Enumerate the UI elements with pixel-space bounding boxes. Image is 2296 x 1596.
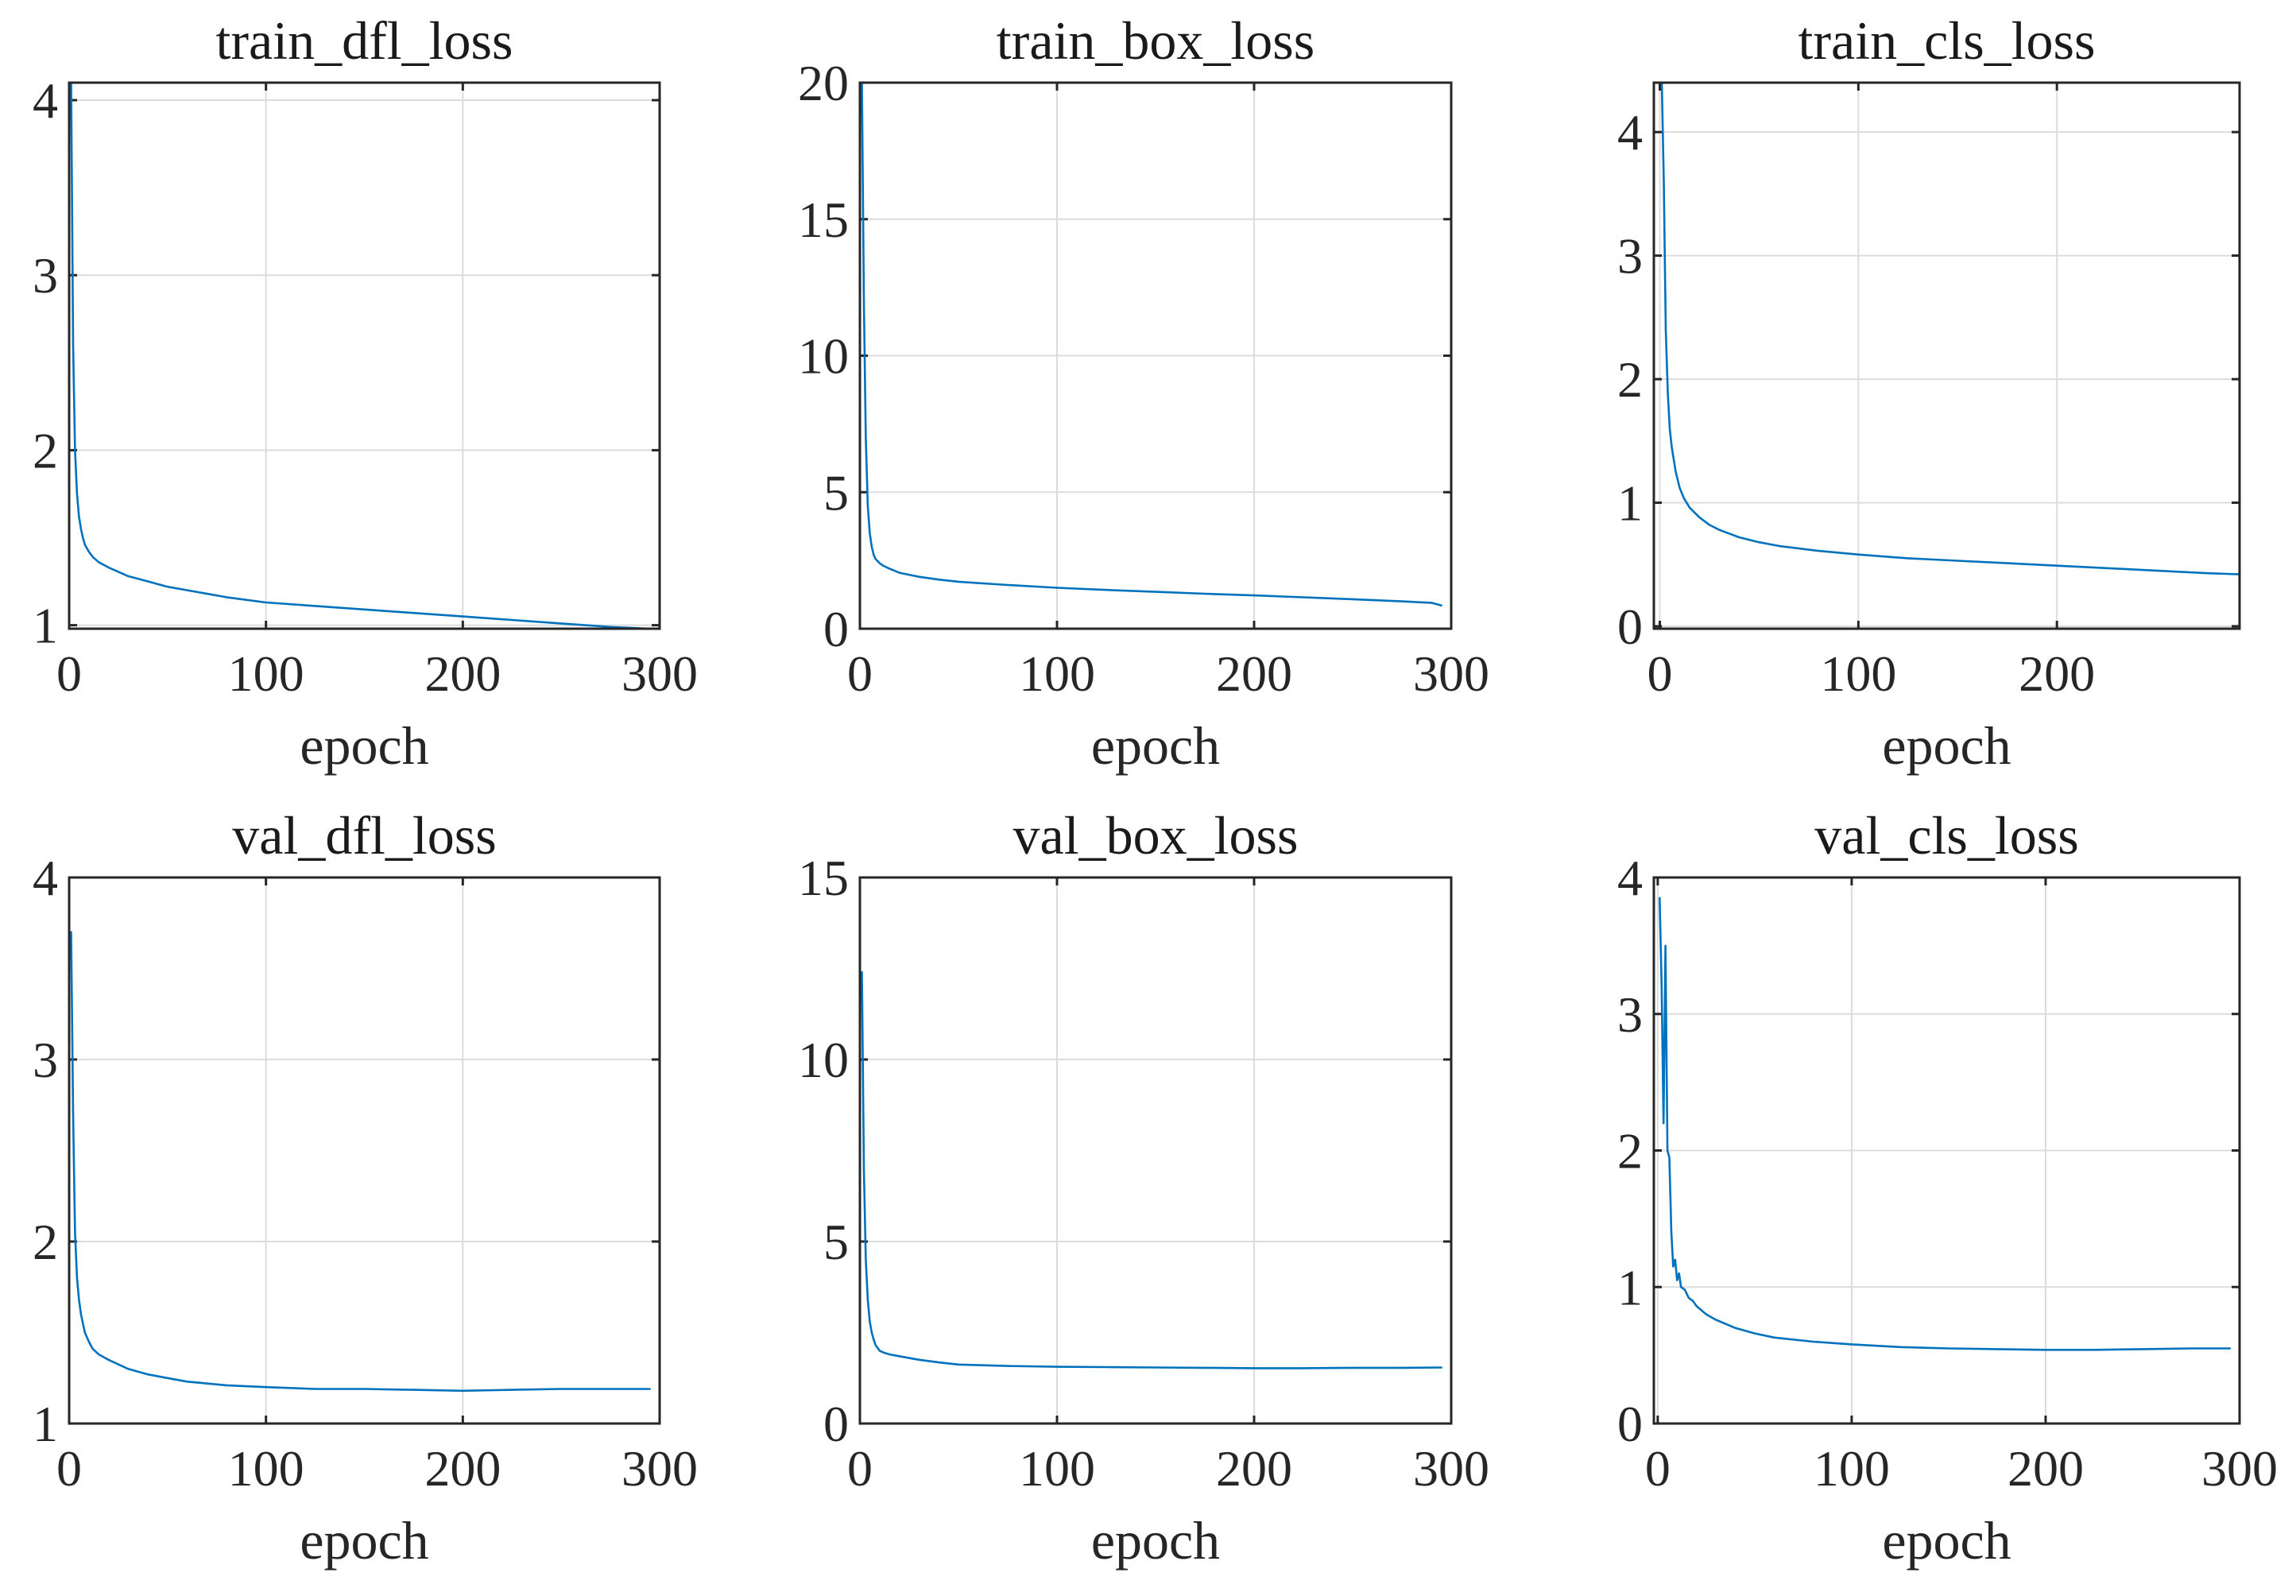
x-axis-label: epoch	[1091, 1510, 1220, 1571]
y-tick-label: 3	[1617, 228, 1643, 285]
x-axis-label: epoch	[1091, 715, 1220, 776]
y-tick-label: 4	[33, 72, 58, 129]
x-tick-label: 200	[1216, 645, 1292, 702]
y-tick-label: 5	[823, 1214, 849, 1270]
y-tick-label: 2	[1617, 1123, 1643, 1180]
axes-frame	[1652, 876, 2241, 1425]
x-tick-label: 0	[56, 1440, 82, 1497]
y-tick-label: 15	[798, 192, 849, 248]
x-axis-label: epoch	[1882, 1510, 2011, 1571]
x-tick-label: 200	[1216, 1440, 1292, 1497]
series-line-val_cls_loss	[1659, 897, 2232, 1351]
x-tick-label: 0	[1645, 1440, 1671, 1497]
x-tick-label: 300	[2201, 1440, 2278, 1497]
y-tick-label: 10	[798, 328, 849, 385]
x-tick-label: 100	[228, 1440, 304, 1497]
subplot-train_box_loss: train_box_loss 0 100 200 300 0 5 10 15 20 epoch	[798, 10, 1489, 776]
series-line-val_dfl_loss	[70, 931, 651, 1393]
x-tick-label: 200	[424, 645, 501, 702]
x-tick-label: 300	[1413, 645, 1489, 702]
y-tick-label: 1	[1617, 1259, 1643, 1315]
x-tick-label: 200	[2019, 645, 2095, 702]
series-line-train_cls_loss	[1660, 81, 2241, 575]
x-tick-label: 0	[56, 645, 82, 702]
subplot-title: train_box_loss	[997, 10, 1314, 71]
axes-frame	[68, 81, 661, 630]
y-tick-label: 1	[33, 1396, 58, 1452]
y-tick-label: 2	[1617, 351, 1643, 408]
axes-frame	[858, 876, 1453, 1425]
y-tick-label: 3	[1617, 986, 1643, 1043]
x-tick-label: 0	[1647, 645, 1672, 702]
y-tick-label: 2	[33, 1214, 58, 1270]
y-tick-label: 1	[33, 598, 58, 654]
x-axis-label: epoch	[1882, 715, 2011, 776]
x-tick-label: 300	[1413, 1440, 1489, 1497]
x-tick-label: 100	[1019, 1440, 1095, 1497]
y-tick-label: 3	[33, 1032, 58, 1088]
axes-frame	[858, 81, 1453, 630]
subplot-val_dfl_loss: val_dfl_loss 0 100 200 300 1 2 3 4 epoch	[33, 805, 698, 1571]
y-tick-label: 15	[798, 850, 849, 906]
x-tick-label: 0	[847, 1440, 873, 1497]
x-tick-label: 100	[1820, 645, 1896, 702]
y-tick-label: 0	[823, 601, 849, 657]
x-tick-label: 300	[621, 1440, 698, 1497]
y-tick-label: 10	[798, 1032, 849, 1088]
x-axis-label: epoch	[300, 1510, 428, 1571]
subplot-val_box_loss: val_box_loss 0 100 200 300 0 5 10 15 epoch	[798, 805, 1489, 1571]
y-tick-label: 4	[1617, 104, 1643, 161]
subplot-train_cls_loss: train_cls_loss 0 100 200 0 1 2 3 4 epoch	[1617, 10, 2241, 776]
subplot-title: train_cls_loss	[1798, 10, 2096, 71]
y-tick-label: 0	[1617, 1396, 1643, 1452]
y-tick-label: 2	[33, 422, 58, 478]
x-axis-label: epoch	[300, 715, 428, 776]
x-tick-label: 100	[228, 645, 304, 702]
y-tick-label: 20	[798, 55, 849, 111]
y-tick-label: 4	[33, 850, 58, 906]
y-tick-label: 0	[823, 1396, 849, 1452]
series-line-train_dfl_loss	[70, 81, 651, 630]
y-tick-label: 1	[1617, 475, 1643, 531]
series-line-val_box_loss	[861, 970, 1442, 1369]
series-line-train_box_loss	[861, 81, 1442, 607]
x-tick-label: 200	[2008, 1440, 2084, 1497]
axes-frame	[68, 876, 661, 1425]
x-tick-label: 200	[424, 1440, 501, 1497]
subplot-title: val_box_loss	[1013, 805, 1299, 866]
y-tick-label: 4	[1617, 850, 1643, 906]
x-tick-label: 100	[1814, 1440, 1890, 1497]
y-tick-label: 0	[1617, 598, 1643, 655]
subplot-train_dfl_loss: train_dfl_loss 0 100 200 300 1 2 3 4 epoch	[33, 10, 698, 776]
x-tick-label: 100	[1019, 645, 1095, 702]
subplot-title: val_dfl_loss	[232, 805, 496, 866]
subplot-title: val_cls_loss	[1814, 805, 2078, 866]
subplot-val_cls_loss: val_cls_loss 0 100 200 300 0 1 2 3 4 epoch	[1617, 805, 2278, 1571]
x-tick-label: 0	[847, 645, 873, 702]
subplot-title: train_dfl_loss	[216, 10, 513, 71]
axes-frame	[1652, 81, 2241, 630]
x-tick-label: 300	[621, 645, 698, 702]
y-tick-label: 3	[33, 247, 58, 304]
y-tick-label: 5	[823, 464, 849, 521]
